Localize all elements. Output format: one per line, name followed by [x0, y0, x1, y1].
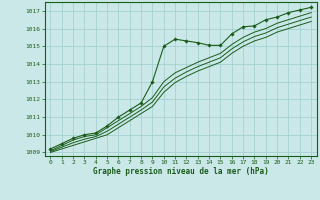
X-axis label: Graphe pression niveau de la mer (hPa): Graphe pression niveau de la mer (hPa) [93, 167, 269, 176]
